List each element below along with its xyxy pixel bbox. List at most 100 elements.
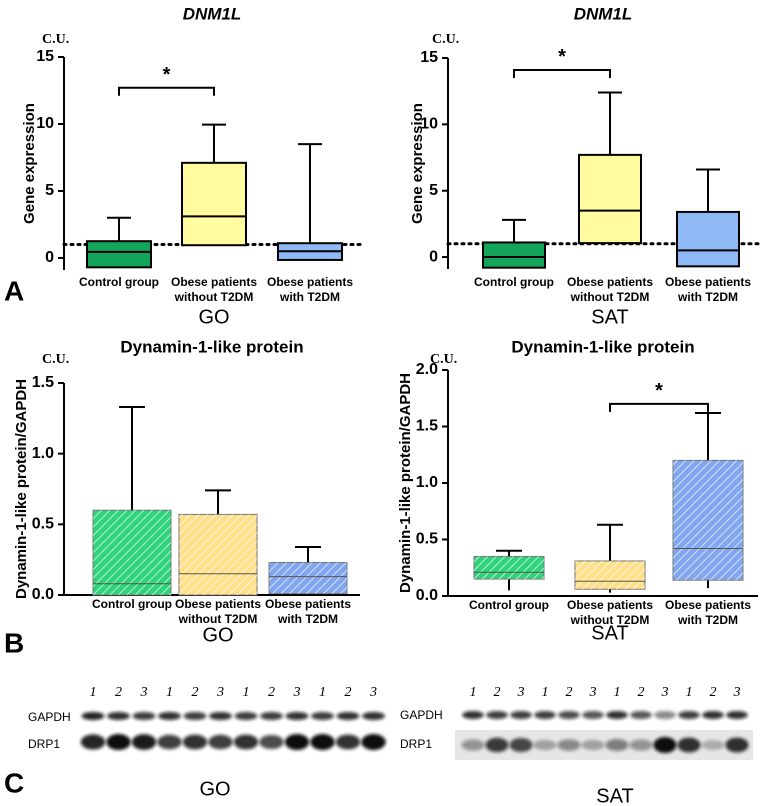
box-hatch [269, 562, 347, 594]
y-tick-label: 1.0 [32, 445, 54, 462]
box-hatch [179, 514, 257, 595]
blot-row-label: GAPDH [28, 710, 71, 724]
blot-band [653, 737, 677, 753]
lane-number: 3 [517, 685, 525, 700]
panel-label: B [4, 627, 24, 658]
lane-number: 3 [369, 685, 377, 700]
lane-number: 1 [319, 685, 326, 700]
lane-number: 1 [542, 685, 549, 700]
x-tick-label: Obese patients [567, 598, 653, 612]
lane-number: 2 [115, 685, 122, 700]
significance-bracket [118, 86, 215, 96]
blot-row-label: DRP1 [28, 737, 60, 751]
blot-row-label: DRP1 [400, 737, 432, 751]
y-tick-label: 0 [45, 249, 54, 266]
x-tick-label: Obese patients [265, 597, 351, 611]
x-tick-label: with T2DM [279, 290, 340, 304]
blot-band [582, 711, 604, 719]
lane-number: 3 [216, 685, 224, 700]
x-axis-label: SAT [591, 622, 628, 644]
blot-band [285, 712, 309, 720]
y-tick-label: 0.5 [416, 531, 438, 548]
lane-number: 1 [686, 685, 693, 700]
box-hatch [575, 560, 645, 590]
y-tick-label: 15 [420, 49, 438, 66]
box-hatch [673, 460, 743, 581]
lane-number: 3 [589, 685, 597, 700]
y-tick-label: 5 [45, 182, 54, 199]
lane-number: 2 [494, 685, 501, 700]
x-tick-label: with T2DM [277, 612, 338, 626]
blot-band [677, 737, 701, 753]
x-tick-label: Control group [474, 275, 554, 289]
blot-group-label: GO [199, 778, 230, 800]
blot-band [80, 734, 106, 750]
y-tick-label: 2.0 [416, 361, 438, 378]
blot-band [533, 739, 557, 751]
blot-band [558, 711, 580, 719]
blot-band [654, 711, 676, 719]
blot-band [361, 734, 386, 750]
x-tick-label: Obese patients [267, 275, 353, 289]
lane-number: 1 [470, 685, 477, 700]
unit-label: C.U. [42, 352, 69, 367]
lane-number: 3 [140, 685, 148, 700]
blot-band [702, 711, 724, 719]
x-tick-label: Obese patients [171, 275, 257, 289]
blot-band [557, 739, 581, 751]
blot-band [183, 712, 207, 720]
y-tick-label: 5 [429, 182, 438, 199]
lane-number: 3 [661, 685, 669, 700]
blot-band [132, 712, 156, 720]
blot-band [259, 735, 284, 749]
blot-band [106, 734, 131, 750]
blot-band [630, 711, 652, 719]
blot-band [157, 734, 182, 750]
lane-number: 2 [192, 685, 199, 700]
x-tick-label: with T2DM [677, 613, 738, 627]
box-hatch [93, 510, 171, 595]
y-tick-label: 1.0 [416, 474, 438, 491]
blot-band [606, 711, 628, 719]
panel-label: A [4, 275, 24, 306]
blot-band [233, 734, 259, 750]
x-tick-label: without T2DM [570, 613, 650, 627]
blot-band [158, 712, 181, 720]
blot-band [310, 734, 335, 750]
x-tick-label: Control group [79, 275, 159, 289]
y-axis-label: Dynamin-1-like protein/GAPDH [397, 373, 414, 593]
x-axis-label: GO [198, 306, 229, 328]
y-axis-label: Gene expression [409, 103, 426, 224]
significance-label: * [163, 64, 171, 86]
blot-band [182, 734, 208, 750]
y-tick-label: 10 [420, 116, 438, 133]
y-axis-label: Dynamin-1-like protein/GAPDH [13, 379, 30, 599]
blot-band [208, 734, 233, 750]
y-axis-label: Gene expression [21, 103, 38, 224]
box [676, 210, 740, 268]
blot-band [678, 711, 700, 719]
chart-title: DNM1L [574, 4, 633, 23]
blot-band [462, 711, 484, 719]
unit-label: C.U. [432, 32, 459, 47]
blot-group-label: SAT [596, 785, 633, 806]
lane-number: 3 [733, 685, 741, 700]
unit-label: C.U. [430, 352, 457, 367]
y-tick-label: 0 [429, 248, 438, 265]
x-tick-label: without T2DM [174, 290, 254, 304]
blot-band [107, 712, 130, 720]
blot-band [581, 739, 605, 751]
y-tick-label: 0.0 [416, 587, 438, 604]
blot-band [260, 712, 283, 720]
x-axis-label: SAT [591, 306, 628, 328]
blot-band [284, 734, 310, 750]
blot-band [486, 711, 508, 719]
x-tick-label: with T2DM [677, 290, 738, 304]
blot-band [336, 712, 360, 720]
x-tick-label: Obese patients [175, 597, 261, 611]
significance-label: * [558, 46, 566, 68]
panel-label: C [4, 767, 24, 798]
blot-band [605, 739, 629, 751]
x-tick-label: Control group [469, 598, 549, 612]
blot-band [335, 734, 361, 750]
